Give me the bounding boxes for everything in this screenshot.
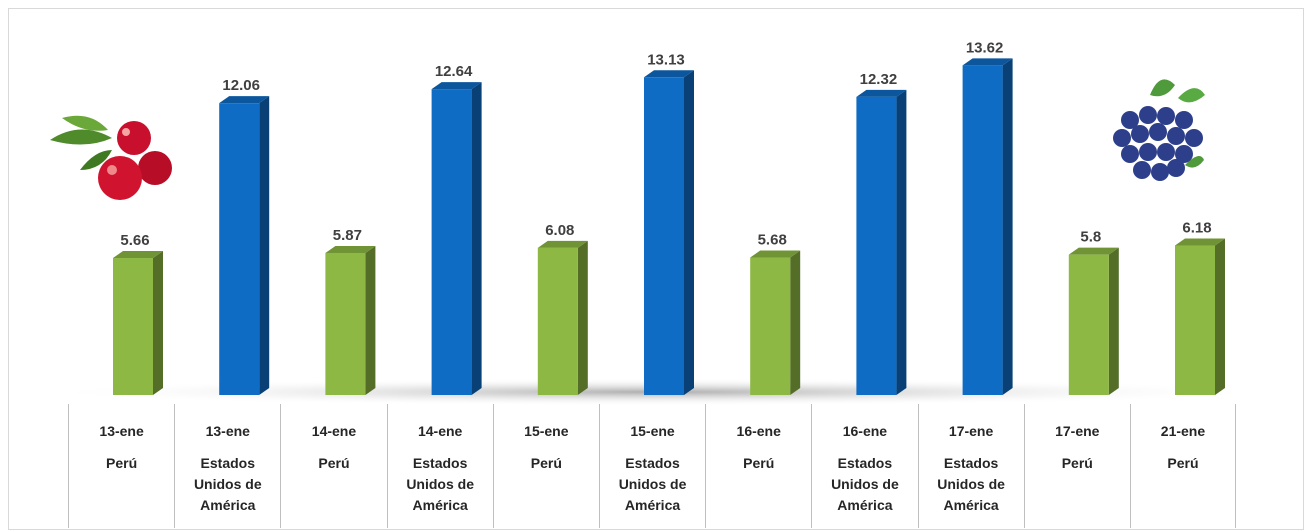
category-date: 17-ene [1055,423,1100,439]
category-date: 15-ene [630,423,675,439]
bar-side [153,251,163,395]
category-date: 21-ene [1160,423,1206,439]
bar [962,65,1003,396]
category-date: 16-ene [736,423,781,439]
category-country: Perú [530,455,562,471]
bar-side [896,89,907,395]
bar-top [325,245,376,253]
category-date: 14-ene [417,423,463,439]
category-cell: 15-ene Perú [492,404,599,528]
category-cell: 14-ene Estados Unidos de América [386,404,493,528]
category-cell: 15-ene Estados Unidos de América [598,404,705,528]
value-label: 5.87 [333,227,362,244]
category-date: 17-ene [948,423,994,439]
value-label: 6.18 [1182,219,1211,236]
bar [644,77,684,395]
bar-top [856,89,907,97]
bar-top [750,250,801,258]
category-country: Estados Unidos de América [406,455,474,513]
category-cell: 21-ene Perú [1129,404,1237,528]
bar [431,89,472,395]
category-cell: 14-ene Perú [280,404,386,528]
bar [1175,245,1215,395]
bar-top [1175,238,1225,246]
category-date: 13-ene [205,423,250,439]
bar [325,252,366,395]
category-country: Estados Unidos de América [618,455,687,513]
bar-top [644,70,694,78]
value-label: 12.64 [435,63,473,80]
category-cell: 13-ene Perú [68,404,174,528]
bar-top [113,251,163,259]
bar [219,103,260,395]
bar [856,96,897,395]
bar-side [1108,247,1119,395]
bar-top [962,58,1013,66]
category-country: Estados Unidos de América [937,455,1005,513]
value-label: 13.13 [647,51,685,68]
bar-side [365,245,376,395]
category-axis: 13-ene Perú 13-ene Estados Unidos de Améric… [68,404,1237,528]
bar-side [1215,238,1225,395]
category-country: Perú [1061,455,1093,471]
category-country: Perú [743,455,775,471]
bar-side [790,250,801,395]
bar [1068,254,1109,395]
bar-side [684,70,694,395]
category-cell: 16-ene Perú [705,404,811,528]
value-label: 13.62 [966,39,1004,56]
cranberry-illustration [50,115,172,200]
blueberry-illustration [1113,79,1205,181]
bar-top [431,82,482,90]
category-country: Perú [106,455,138,471]
category-country: Estados Unidos de América [831,455,899,513]
bar-side [1002,58,1013,396]
value-label: 12.32 [860,71,898,88]
category-date: 14-ene [311,423,357,439]
category-date: 16-ene [842,423,888,439]
value-label: 5.68 [758,232,787,249]
bar-top [219,96,270,104]
value-label: 6.08 [545,222,574,239]
bar-side [577,240,588,395]
bar [750,257,791,395]
category-country: Estados Unidos de América [193,455,262,513]
category-cell: 13-ene Estados Unidos de América [174,404,280,528]
chart-frame [8,8,1304,530]
bar-top [537,240,588,248]
category-cell: 17-ene Perú [1023,404,1130,528]
category-country: Perú [318,455,350,471]
category-cell: 16-ene Estados Unidos de América [811,404,917,528]
value-label: 5.66 [120,232,149,249]
value-label: 12.06 [222,77,260,94]
bar-side [259,96,270,395]
bar [113,258,153,395]
bar [537,247,578,395]
value-label: 5.8 [1080,229,1101,246]
category-cell: 17-ene Estados Unidos de América [917,404,1024,528]
category-country: Perú [1167,455,1199,471]
bar-top [1068,247,1119,255]
category-date: 13-ene [99,423,144,439]
category-date: 15-ene [524,423,569,439]
bar-side [471,82,482,395]
